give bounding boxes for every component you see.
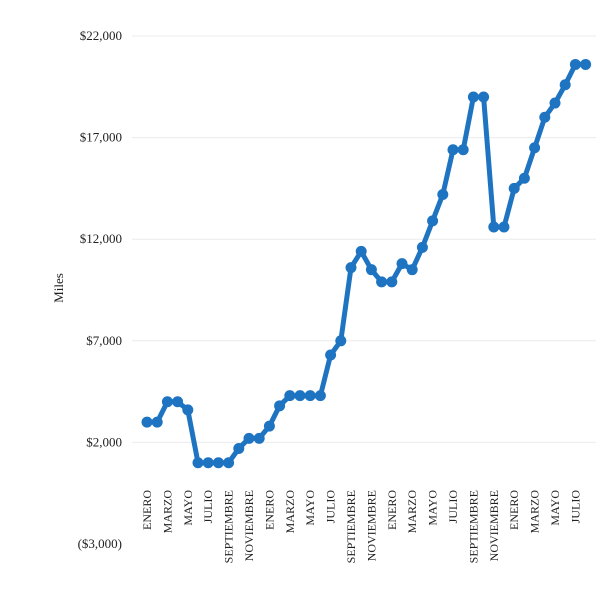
x-tick-label: SEPTIEMBRE xyxy=(344,490,358,563)
data-point xyxy=(325,349,337,361)
data-point xyxy=(304,390,316,402)
data-point xyxy=(151,416,163,428)
x-tick-label: SEPTIEMBRE xyxy=(466,490,480,563)
data-point xyxy=(274,400,286,412)
data-point xyxy=(212,457,224,469)
data-point xyxy=(457,144,469,156)
x-tick-label: MARZO xyxy=(160,490,174,534)
data-point xyxy=(263,420,275,432)
x-tick-label: JULIO xyxy=(201,490,215,524)
gridlines xyxy=(132,35,596,443)
data-point xyxy=(294,390,306,402)
x-tick-label: NOVIEMBRE xyxy=(364,490,378,561)
data-point xyxy=(437,188,449,200)
data-point xyxy=(141,416,153,428)
data-point xyxy=(223,457,235,469)
x-tick-label: MARZO xyxy=(528,490,542,534)
data-point xyxy=(467,91,479,103)
data-point xyxy=(569,58,581,70)
y-tick-label: ($3,000) xyxy=(78,536,122,551)
x-tick-label: ENERO xyxy=(140,490,154,530)
data-point xyxy=(396,258,408,270)
data-point xyxy=(314,390,326,402)
data-point xyxy=(376,276,388,288)
data-point xyxy=(386,276,398,288)
x-axis-ticks: ENERO MARZO MAYO JULIO SEPTIEMBRE NOVIEMBRE EN… xyxy=(140,490,582,564)
y-tick-label: $7,000 xyxy=(86,333,122,348)
data-point xyxy=(488,221,500,233)
series-line xyxy=(144,61,589,466)
x-tick-label: NOVIEMBRE xyxy=(487,490,501,561)
x-tick-label: MAYO xyxy=(303,490,317,526)
data-point xyxy=(243,432,255,444)
y-tick-label: $17,000 xyxy=(80,130,122,145)
x-tick-label: JULIO xyxy=(568,490,582,524)
y-tick-label: $2,000 xyxy=(86,434,122,449)
x-tick-label: ENERO xyxy=(262,490,276,530)
data-point xyxy=(202,457,214,469)
x-tick-label: NOVIEMBRE xyxy=(242,490,256,561)
y-tick-label: $12,000 xyxy=(80,231,122,246)
data-point xyxy=(355,245,367,257)
data-point xyxy=(192,457,204,469)
data-point xyxy=(478,91,490,103)
data-point xyxy=(447,144,459,156)
data-point xyxy=(508,182,520,194)
y-axis-title: Miles xyxy=(51,273,66,303)
data-point xyxy=(182,404,194,416)
x-tick-label: MAYO xyxy=(426,490,440,526)
y-axis-ticks: ($3,000) $2,000 $7,000 $12,000 $17,000 $22,00… xyxy=(78,28,122,551)
x-tick-label: MARZO xyxy=(405,490,419,534)
x-tick-label: JULIO xyxy=(446,490,460,524)
data-point xyxy=(498,221,510,233)
x-tick-label: ENERO xyxy=(385,490,399,530)
data-point xyxy=(172,396,184,408)
data-point xyxy=(539,111,551,123)
data-point xyxy=(284,390,296,402)
data-point xyxy=(253,432,265,444)
series-markers xyxy=(141,58,592,469)
data-point xyxy=(580,58,592,70)
data-point xyxy=(406,264,418,276)
x-tick-label: ENERO xyxy=(507,490,521,530)
x-tick-label: SEPTIEMBRE xyxy=(222,490,236,563)
data-point xyxy=(233,442,245,454)
y-tick-label: $22,000 xyxy=(80,28,122,43)
x-tick-label: MAYO xyxy=(181,490,195,526)
data-point xyxy=(345,262,357,274)
data-point xyxy=(427,215,439,227)
data-point xyxy=(161,396,173,408)
data-point xyxy=(549,97,561,109)
data-point xyxy=(335,335,347,347)
x-tick-label: MAYO xyxy=(548,490,562,526)
x-tick-label: JULIO xyxy=(324,490,338,524)
x-tick-label: MARZO xyxy=(283,490,297,534)
data-point xyxy=(416,241,428,253)
data-point xyxy=(559,79,571,91)
data-point xyxy=(529,142,541,154)
data-point xyxy=(365,264,377,276)
data-point xyxy=(518,172,530,184)
